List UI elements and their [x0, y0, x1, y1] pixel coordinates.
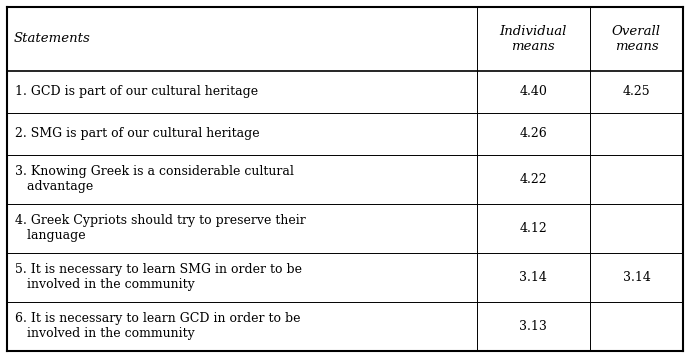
Text: Individual
means: Individual means [500, 25, 567, 53]
Text: 6. It is necessary to learn GCD in order to be
   involved in the community: 6. It is necessary to learn GCD in order… [15, 312, 301, 340]
Text: 4.40: 4.40 [520, 85, 547, 98]
Text: Overall
means: Overall means [612, 25, 661, 53]
Text: 3.14: 3.14 [520, 271, 547, 284]
Text: 3.14: 3.14 [622, 271, 651, 284]
Text: 4.12: 4.12 [520, 222, 547, 235]
Text: 3.13: 3.13 [520, 320, 547, 333]
Text: 2. SMG is part of our cultural heritage: 2. SMG is part of our cultural heritage [15, 127, 260, 140]
Text: 4.22: 4.22 [520, 173, 547, 186]
Text: Statements: Statements [14, 33, 90, 45]
Text: 1. GCD is part of our cultural heritage: 1. GCD is part of our cultural heritage [15, 85, 258, 98]
Text: 3. Knowing Greek is a considerable cultural
   advantage: 3. Knowing Greek is a considerable cultu… [15, 165, 294, 193]
Text: 4.26: 4.26 [520, 127, 547, 140]
Text: 4.25: 4.25 [622, 85, 650, 98]
Text: 4. Greek Cypriots should try to preserve their
   language: 4. Greek Cypriots should try to preserve… [15, 214, 306, 242]
Text: 5. It is necessary to learn SMG in order to be
   involved in the community: 5. It is necessary to learn SMG in order… [15, 263, 302, 291]
